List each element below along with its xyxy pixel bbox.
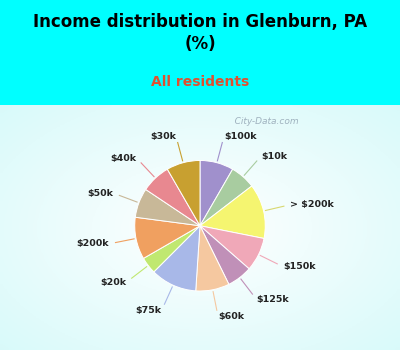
Text: > $200k: > $200k [290, 200, 334, 209]
Wedge shape [144, 226, 200, 272]
Wedge shape [200, 226, 264, 269]
Text: $100k: $100k [224, 132, 257, 141]
Text: $40k: $40k [110, 154, 137, 163]
Wedge shape [200, 161, 233, 226]
Text: City-Data.com: City-Data.com [226, 117, 299, 126]
Text: $60k: $60k [218, 312, 244, 321]
Text: $10k: $10k [261, 152, 287, 161]
Text: All residents: All residents [151, 75, 249, 89]
Wedge shape [167, 161, 200, 226]
Wedge shape [200, 226, 249, 284]
Text: $30k: $30k [150, 132, 176, 141]
Text: Income distribution in Glenburn, PA
(%): Income distribution in Glenburn, PA (%) [33, 13, 367, 53]
Text: $150k: $150k [283, 262, 316, 271]
Wedge shape [135, 189, 200, 226]
Wedge shape [154, 226, 200, 291]
Wedge shape [200, 169, 252, 226]
Text: $75k: $75k [136, 306, 162, 315]
Text: $200k: $200k [76, 239, 109, 248]
Text: $50k: $50k [87, 189, 113, 198]
Wedge shape [196, 226, 229, 291]
Wedge shape [135, 217, 200, 258]
Wedge shape [146, 169, 200, 226]
Text: $125k: $125k [256, 295, 289, 304]
Text: $20k: $20k [100, 278, 126, 287]
Wedge shape [200, 186, 265, 238]
